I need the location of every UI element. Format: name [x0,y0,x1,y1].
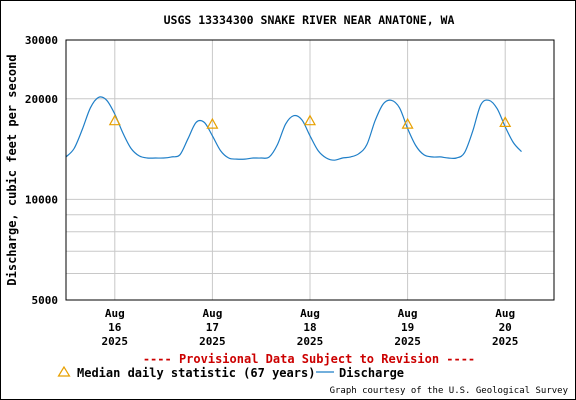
y-tick-label-4: 30000 [25,34,58,47]
x-tick-labels: Aug162025Aug172025Aug182025Aug192025Aug2… [102,307,519,348]
legend-median-label: Median daily statistic (67 years) [77,366,315,380]
x-tick-year-3: 2025 [297,335,324,348]
median-marker-5 [499,116,512,128]
provisional-notice: ---- Provisional Data Subject to Revisio… [143,352,475,366]
y-tick-labels: 5000 10000 20000 30000 [25,34,58,307]
y-axis-label: Discharge, cubic feet per second [5,54,19,285]
x-tick-month-4: Aug [398,307,418,320]
legend: Median daily statistic (67 years) Discha… [57,365,404,380]
median-marker-1 [108,114,121,126]
plot-border [65,39,555,301]
y-tick-label-3: 20000 [25,93,58,106]
x-tick-day-2: 17 [206,321,219,334]
x-tick-month-2: Aug [202,307,222,320]
chart-title: USGS 13334300 SNAKE RIVER NEAR ANATONE, … [164,13,455,27]
credit-text: Graph courtesy of the U.S. Geological Su… [330,386,569,396]
y-tick-label-1: 5000 [32,294,59,307]
x-tick-day-1: 16 [108,321,122,334]
discharge-line [65,96,522,161]
median-marker-4 [401,117,414,129]
median-marker-3 [303,114,317,126]
grid-lines [66,40,554,300]
legend-median-marker [57,365,71,377]
median-marker-2 [206,117,219,129]
x-tick-month-3: Aug [300,307,320,320]
discharge-series [65,96,522,161]
x-tick-day-3: 18 [303,321,316,334]
x-tick-day-4: 19 [401,321,414,334]
x-tick-year-2: 2025 [199,335,226,348]
x-tick-year-4: 2025 [394,335,421,348]
x-tick-year-1: 2025 [102,335,129,348]
x-tick-month-1: Aug [105,307,125,320]
y-tick-label-2: 10000 [25,193,58,206]
x-tick-day-5: 20 [499,321,512,334]
x-tick-year-5: 2025 [492,335,519,348]
legend-discharge-label: Discharge [339,366,404,380]
x-tick-month-5: Aug [495,307,515,320]
median-markers [108,114,512,129]
